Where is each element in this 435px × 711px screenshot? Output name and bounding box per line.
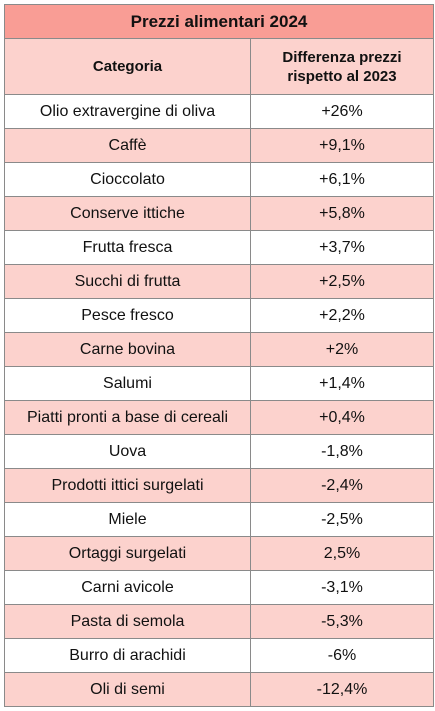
- category-cell: Succhi di frutta: [4, 264, 251, 299]
- table-body: Olio extravergine di oliva +26% Caffè +9,1%…: [4, 94, 434, 707]
- table-row: Burro di arachidi -6%: [4, 638, 434, 673]
- category-cell: Caffè: [4, 128, 251, 163]
- difference-cell: -1,8%: [250, 434, 434, 469]
- category-cell: Prodotti ittici surgelati: [4, 468, 251, 503]
- table-row: Olio extravergine di oliva +26%: [4, 94, 434, 129]
- header-category: Categoria: [4, 38, 251, 95]
- table-row: Carni avicole -3,1%: [4, 570, 434, 605]
- difference-cell: +2,5%: [250, 264, 434, 299]
- table-row: Uova -1,8%: [4, 434, 434, 469]
- category-cell: Burro di arachidi: [4, 638, 251, 673]
- category-cell: Ortaggi surgelati: [4, 536, 251, 571]
- category-cell: Piatti pronti a base di cereali: [4, 400, 251, 435]
- difference-cell: -12,4%: [250, 672, 434, 707]
- category-cell: Pesce fresco: [4, 298, 251, 333]
- difference-cell: +2%: [250, 332, 434, 367]
- category-cell: Cioccolato: [4, 162, 251, 197]
- difference-cell: -3,1%: [250, 570, 434, 605]
- table-row: Piatti pronti a base di cereali +0,4%: [4, 400, 434, 435]
- difference-cell: -2,4%: [250, 468, 434, 503]
- difference-cell: -2,5%: [250, 502, 434, 537]
- table-row: Cioccolato +6,1%: [4, 162, 434, 197]
- category-cell: Conserve ittiche: [4, 196, 251, 231]
- difference-cell: +3,7%: [250, 230, 434, 265]
- category-cell: Uova: [4, 434, 251, 469]
- category-cell: Carne bovina: [4, 332, 251, 367]
- category-cell: Carni avicole: [4, 570, 251, 605]
- table-row: Succhi di frutta +2,5%: [4, 264, 434, 299]
- category-cell: Frutta fresca: [4, 230, 251, 265]
- table-row: Ortaggi surgelati 2,5%: [4, 536, 434, 571]
- difference-cell: +6,1%: [250, 162, 434, 197]
- table-row: Salumi +1,4%: [4, 366, 434, 401]
- difference-cell: -6%: [250, 638, 434, 673]
- table-title: Prezzi alimentari 2024: [4, 4, 434, 39]
- difference-cell: +0,4%: [250, 400, 434, 435]
- difference-cell: -5,3%: [250, 604, 434, 639]
- header-difference-line2: rispetto al 2023: [287, 67, 397, 85]
- category-cell: Pasta di semola: [4, 604, 251, 639]
- table-row: Miele -2,5%: [4, 502, 434, 537]
- category-cell: Olio extravergine di oliva: [4, 94, 251, 129]
- header-difference-line1: Differenza prezzi: [282, 48, 402, 66]
- difference-cell: +26%: [250, 94, 434, 129]
- table-row: Caffè +9,1%: [4, 128, 434, 163]
- difference-cell: +1,4%: [250, 366, 434, 401]
- difference-cell: 2,5%: [250, 536, 434, 571]
- difference-cell: +5,8%: [250, 196, 434, 231]
- difference-cell: +9,1%: [250, 128, 434, 163]
- table-row: Pasta di semola -5,3%: [4, 604, 434, 639]
- table-row: Pesce fresco +2,2%: [4, 298, 434, 333]
- category-cell: Oli di semi: [4, 672, 251, 707]
- table-row: Carne bovina +2%: [4, 332, 434, 367]
- header-difference: Differenza prezzi rispetto al 2023: [250, 38, 434, 95]
- category-cell: Miele: [4, 502, 251, 537]
- category-cell: Salumi: [4, 366, 251, 401]
- table-row: Oli di semi -12,4%: [4, 672, 434, 707]
- table-row: Frutta fresca +3,7%: [4, 230, 434, 265]
- difference-cell: +2,2%: [250, 298, 434, 333]
- price-table: Prezzi alimentari 2024 Categoria Differe…: [4, 4, 434, 707]
- table-row: Conserve ittiche +5,8%: [4, 196, 434, 231]
- table-row: Prodotti ittici surgelati -2,4%: [4, 468, 434, 503]
